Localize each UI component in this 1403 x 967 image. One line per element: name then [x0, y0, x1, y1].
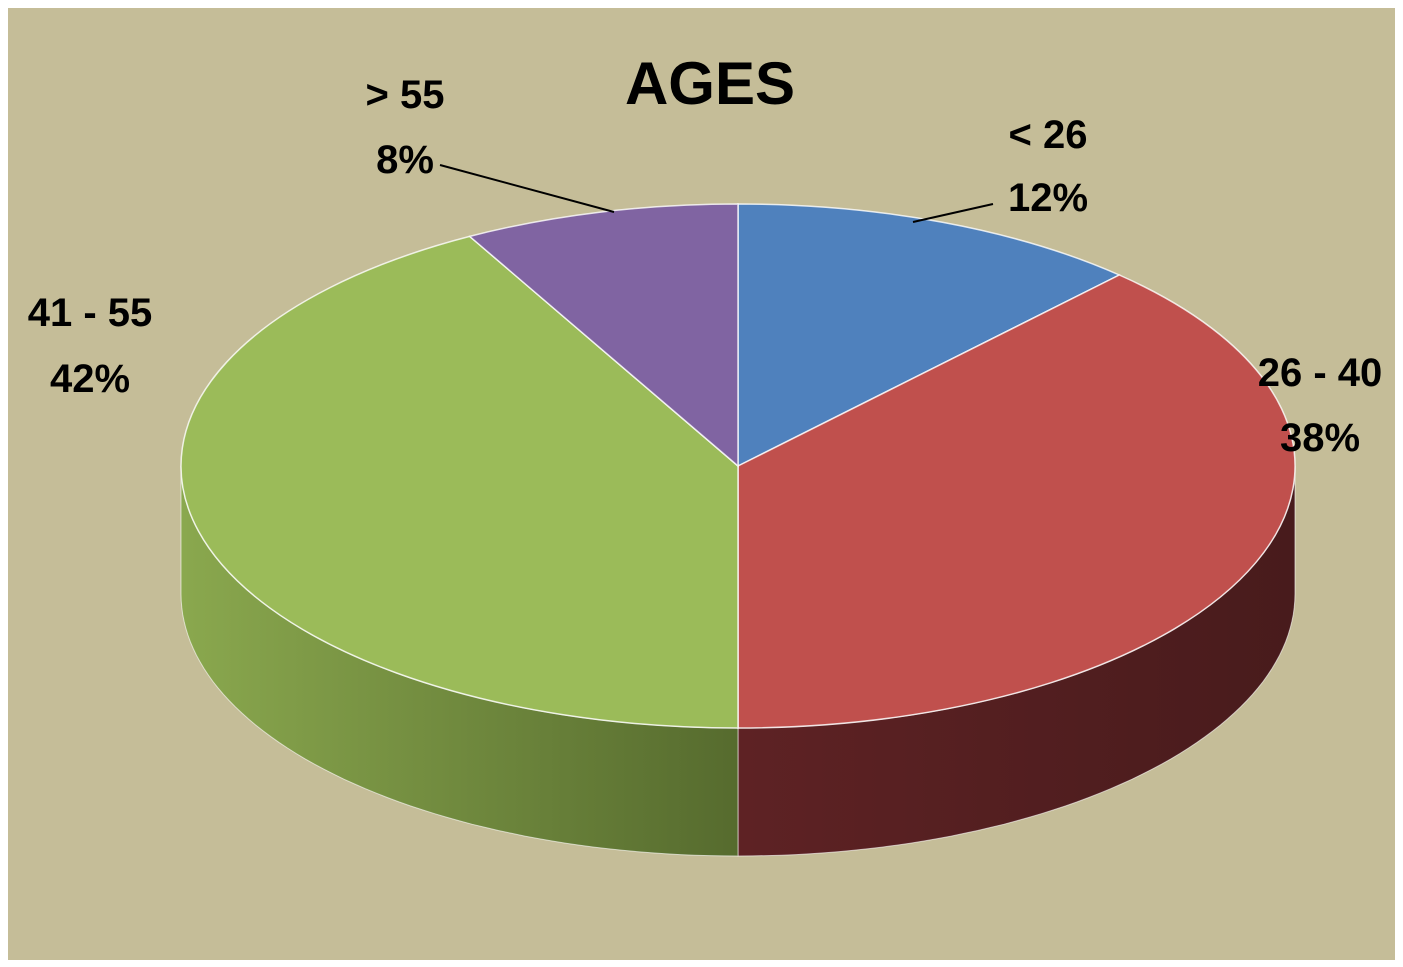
- slice-labels: < 26 12% 26 - 40 38% 41 - 55 42% > 55 8%: [28, 73, 1383, 460]
- leader-line-26: [912, 203, 994, 223]
- slice-category-label: 41 - 55: [28, 291, 153, 335]
- slice-category-label: > 55: [366, 73, 445, 117]
- pie-chart: AGES < 26 12% 26 - 40 38% 41 - 55 42% > 55 8%: [28, 50, 1383, 857]
- slice-category-label: 26 - 40: [1258, 351, 1383, 395]
- pie-slice-41-55: [180, 235, 739, 729]
- slice-value-label: 8%: [376, 138, 434, 182]
- pie-slice-55: [468, 203, 739, 468]
- slice-value-label: 12%: [1008, 176, 1088, 220]
- pie-tops: [180, 203, 1296, 729]
- chart-area: AGES < 26 12% 26 - 40 38% 41 - 55 42% > 55 8%: [8, 8, 1395, 960]
- chart-title: AGES: [625, 50, 795, 117]
- pie-slice-26-40: [737, 274, 1296, 729]
- leader-lines: [439, 164, 994, 223]
- leader-line-55: [439, 164, 615, 213]
- slice-category-label: < 26: [1009, 113, 1088, 157]
- slice-value-label: 42%: [50, 357, 130, 401]
- pie-slice-26: [737, 203, 1122, 468]
- slice-value-label: 38%: [1280, 416, 1360, 460]
